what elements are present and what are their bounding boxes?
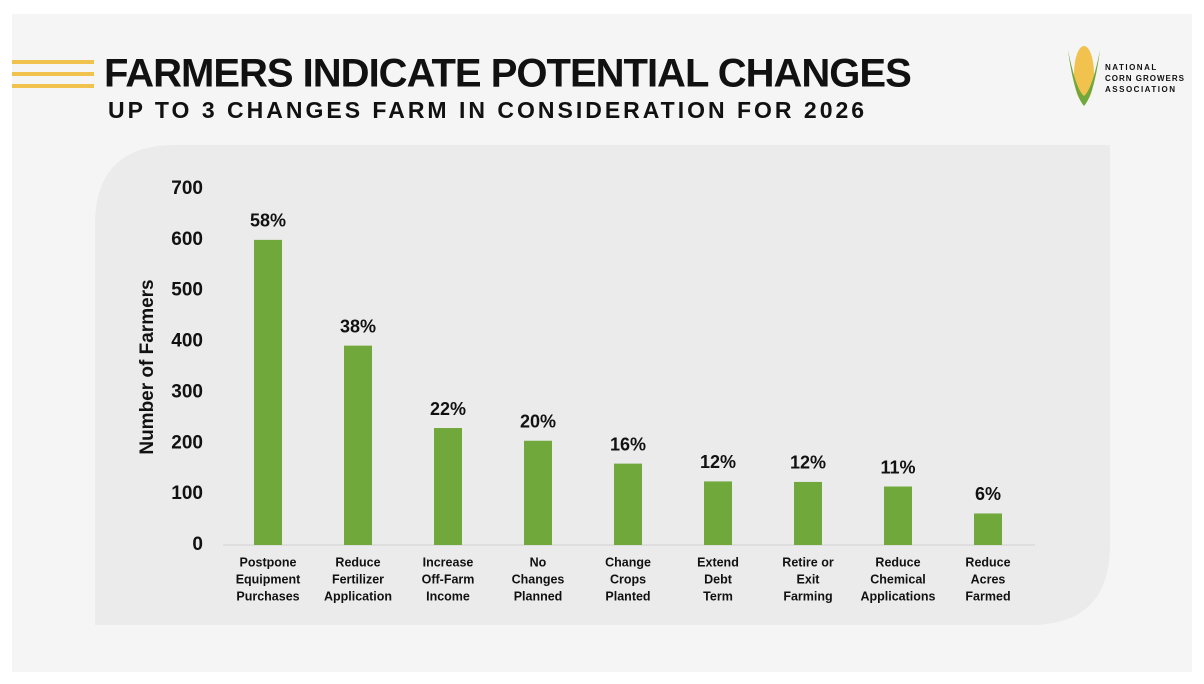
bar-label: 12%: [790, 453, 826, 473]
logo-text: CORN GROWERS: [1105, 74, 1185, 83]
y-tick-label: 600: [171, 229, 203, 250]
x-tick-label: Chemical: [870, 572, 926, 586]
y-tick-label: 500: [171, 280, 203, 301]
bar-label: 16%: [610, 434, 646, 454]
x-tick-label: Debt: [704, 572, 733, 586]
bar: [344, 345, 372, 545]
y-tick-label: 100: [171, 483, 203, 504]
x-tick-label: Postpone: [240, 555, 297, 569]
bar: [794, 481, 822, 545]
x-tick-label: Fertilizer: [332, 572, 384, 586]
logo-text: NATIONAL: [1105, 63, 1158, 72]
x-tick-label: Crops: [610, 572, 646, 586]
y-tick-label: 300: [171, 381, 203, 402]
x-tick-label: Exit: [797, 572, 821, 586]
chart-subtitle: UP TO 3 CHANGES FARM IN CONSIDERATION FO…: [108, 97, 867, 123]
bar-label: 6%: [975, 484, 1001, 504]
x-tick-label: Application: [324, 589, 392, 603]
x-tick-label: Extend: [697, 555, 739, 569]
panel: [95, 145, 1110, 625]
bar: [704, 481, 732, 545]
y-tick-label: 0: [192, 534, 203, 555]
logo: NATIONAL CORN GROWERS ASSOCIATION: [1068, 46, 1185, 106]
x-tick-label: Reduce: [965, 555, 1010, 569]
y-tick-label: 700: [171, 178, 203, 199]
x-tick-label: Planned: [514, 589, 563, 603]
stripes: [12, 60, 94, 88]
x-tick-label: Off-Farm: [422, 572, 475, 586]
x-tick-label: Applications: [860, 589, 935, 603]
bar: [524, 440, 552, 545]
x-tick-label: Acres: [971, 572, 1006, 586]
logo-text: ASSOCIATION: [1105, 85, 1176, 94]
bar: [254, 239, 282, 545]
y-tick-label: 200: [171, 432, 203, 453]
bar-label: 20%: [520, 411, 556, 431]
x-tick-label: Retire or: [782, 555, 834, 569]
x-tick-label: Equipment: [236, 572, 301, 586]
x-tick-label: Reduce: [335, 555, 380, 569]
x-tick-label: Term: [703, 589, 733, 603]
x-tick-label: Reduce: [875, 555, 920, 569]
bar-label: 12%: [700, 452, 736, 472]
bar: [434, 428, 462, 545]
x-tick-label: Farmed: [965, 589, 1010, 603]
x-tick-label: Planted: [605, 589, 650, 603]
x-tick-label: Changes: [512, 572, 565, 586]
chart-title: FARMERS INDICATE POTENTIAL CHANGES: [104, 52, 911, 96]
bar-label: 58%: [250, 211, 286, 231]
bar: [974, 513, 1002, 545]
bar-label: 11%: [880, 457, 915, 477]
x-tick-label: Increase: [423, 555, 474, 569]
x-tick-label: Income: [426, 589, 470, 603]
y-tick-label: 400: [171, 331, 203, 352]
y-axis-label: Number of Farmers: [137, 279, 158, 454]
x-tick-label: Farming: [783, 589, 832, 603]
bar-label: 22%: [430, 399, 466, 419]
bar-label: 38%: [340, 316, 376, 336]
x-tick-label: No: [530, 555, 547, 569]
x-tick-label: Purchases: [236, 589, 299, 603]
x-tick-label: Change: [605, 555, 651, 569]
bar: [884, 486, 912, 545]
bar: [614, 463, 642, 545]
